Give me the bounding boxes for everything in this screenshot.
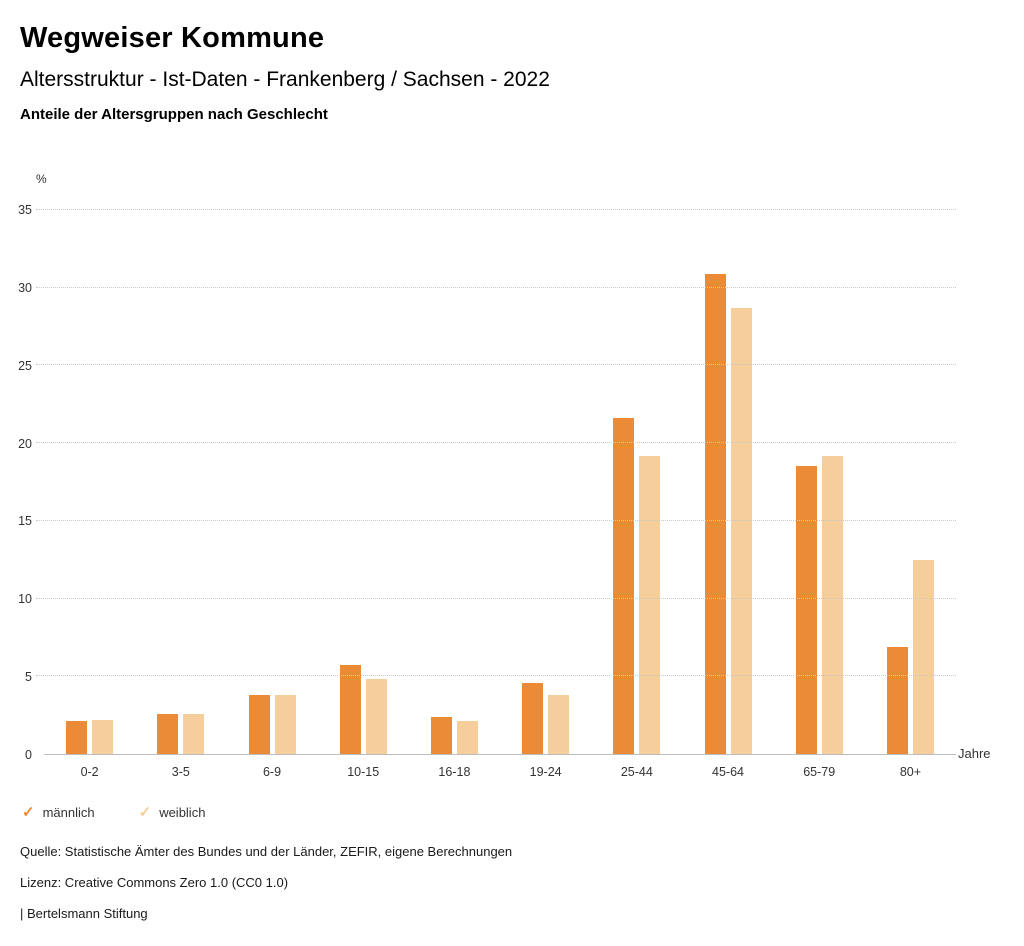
y-tick-label: 5 [25,670,32,685]
bar-group-65-79 [774,210,865,754]
y-tick-label: 0 [25,748,32,762]
x-axis-unit-label: Jahre [958,746,991,761]
gridline [36,286,956,288]
legend-item-männlich[interactable]: ✓ männlich [22,803,95,821]
y-axis: 0 5 10 15 20 25 30 35 [0,203,36,762]
x-tick-label-3-5: 3-5 [171,765,190,779]
bar-männlich-45-64[interactable] [704,273,726,754]
page-subtitle: Altersstruktur - Ist-Daten - Frankenberg… [20,68,550,91]
y-tick-label: 25 [18,358,32,373]
bar-group-80+ [865,210,956,754]
bar-group-10-15 [318,210,409,754]
x-tick-label-6-9: 6-9 [262,765,282,779]
legend-label: weiblich [159,804,206,820]
gridline [36,442,956,444]
bar-weiblich-0-2[interactable] [92,719,114,754]
y-tick-label: 30 [18,280,32,295]
bar-männlich-0-2[interactable] [66,721,88,754]
x-tick-label-65-79: 65-79 [803,765,836,779]
bar-weiblich-45-64[interactable] [730,307,752,754]
bar-group-19-24 [500,210,591,754]
bar-weiblich-80+[interactable] [912,559,934,754]
checkmark-icon: ✓ [138,804,152,821]
gridline [36,209,956,210]
y-axis-unit-label: % [36,172,47,186]
gridline [36,519,956,521]
x-tick-label-0-2: 0-2 [80,765,99,779]
y-tick-label: 20 [18,436,32,451]
bar-group-0-2 [44,210,135,754]
bar-männlich-10-15[interactable] [339,665,361,754]
bar-männlich-16-18[interactable] [430,716,452,754]
gridline [36,597,956,599]
x-tick-label-45-64: 45-64 [712,765,745,779]
x-axis: 0-2 3-5 6-9 10-15 16-18 19-24 25-44 45-64 65-79 8… [44,765,956,779]
plot-area [36,209,956,755]
bar-weiblich-3-5[interactable] [183,713,205,754]
chart-heading: Anteile der Altersgruppen nach Geschlech… [20,106,328,123]
bar-weiblich-6-9[interactable] [274,694,296,754]
y-tick-label: 15 [18,514,32,529]
legend: ✓ männlich ✓ weiblich [22,803,205,821]
x-tick-label-80+: 80+ [899,765,922,779]
y-tick-label: 10 [18,592,32,607]
checkmark-icon: ✓ [22,804,35,821]
bar-männlich-80+[interactable] [886,646,908,754]
y-tick-label: 35 [18,203,32,217]
bar-männlich-6-9[interactable] [248,694,270,754]
page-title: Wegweiser Kommune [20,22,325,54]
x-tick-label-25-44: 25-44 [620,765,653,779]
bar-weiblich-10-15[interactable] [365,679,387,754]
footer-source: Quelle: Statistische Ämter des Bundes un… [20,844,513,859]
bar-männlich-19-24[interactable] [522,682,544,754]
bars-container [44,210,956,754]
bar-männlich-25-44[interactable] [613,418,635,754]
x-tick-label-16-18: 16-18 [438,765,471,779]
bar-männlich-3-5[interactable] [157,713,179,754]
bar-männlich-65-79[interactable] [795,466,817,754]
bar-weiblich-19-24[interactable] [548,694,570,754]
bar-group-6-9 [226,210,317,754]
bar-weiblich-25-44[interactable] [639,455,661,754]
gridline [36,364,956,366]
gridline [36,675,956,677]
footer-license: Lizenz: Creative Commons Zero 1.0 (CC0 1… [20,875,289,890]
x-tick-label-10-15: 10-15 [347,765,380,779]
footer-attribution: | Bertelsmann Stiftung [20,906,148,921]
legend-item-weiblich[interactable]: ✓ weiblich [139,803,206,821]
bar-group-25-44 [591,210,682,754]
x-tick-label-19-24: 19-24 [529,765,562,779]
bar-group-3-5 [135,210,226,754]
legend-label: männlich [42,804,95,820]
bar-weiblich-65-79[interactable] [821,455,843,754]
bar-group-16-18 [409,210,500,754]
bar-weiblich-16-18[interactable] [456,721,478,754]
bar-group-45-64 [682,210,773,754]
